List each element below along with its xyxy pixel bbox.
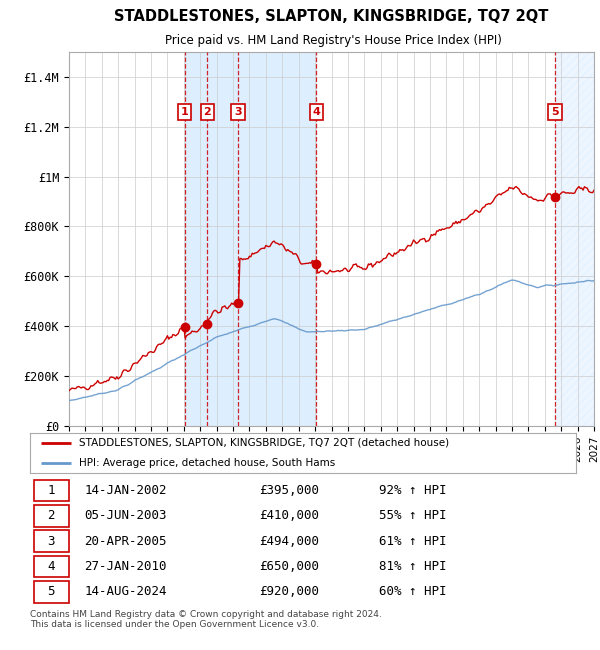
Bar — [185, 52, 316, 426]
FancyBboxPatch shape — [34, 480, 70, 501]
Text: 61% ↑ HPI: 61% ↑ HPI — [379, 534, 447, 547]
Text: 14-AUG-2024: 14-AUG-2024 — [85, 585, 167, 598]
Text: 20-APR-2005: 20-APR-2005 — [85, 534, 167, 547]
Text: 55% ↑ HPI: 55% ↑ HPI — [379, 510, 447, 523]
Text: 81% ↑ HPI: 81% ↑ HPI — [379, 560, 447, 573]
Bar — [555, 52, 600, 426]
Text: HPI: Average price, detached house, South Hams: HPI: Average price, detached house, Sout… — [79, 458, 335, 468]
Text: 05-JUN-2003: 05-JUN-2003 — [85, 510, 167, 523]
FancyBboxPatch shape — [34, 505, 70, 526]
FancyBboxPatch shape — [34, 556, 70, 577]
Text: 5: 5 — [47, 585, 55, 598]
Text: 1: 1 — [47, 484, 55, 497]
Text: £494,000: £494,000 — [259, 534, 319, 547]
Text: £920,000: £920,000 — [259, 585, 319, 598]
Text: 3: 3 — [234, 107, 242, 117]
Text: 3: 3 — [47, 534, 55, 547]
Text: £410,000: £410,000 — [259, 510, 319, 523]
FancyBboxPatch shape — [34, 581, 70, 603]
Text: 2: 2 — [203, 107, 211, 117]
Text: £395,000: £395,000 — [259, 484, 319, 497]
Text: 92% ↑ HPI: 92% ↑ HPI — [379, 484, 447, 497]
Text: Price paid vs. HM Land Registry's House Price Index (HPI): Price paid vs. HM Land Registry's House … — [164, 34, 502, 47]
Text: STADDLESTONES, SLAPTON, KINGSBRIDGE, TQ7 2QT (detached house): STADDLESTONES, SLAPTON, KINGSBRIDGE, TQ7… — [79, 438, 449, 448]
Text: 14-JAN-2002: 14-JAN-2002 — [85, 484, 167, 497]
Text: 5: 5 — [551, 107, 559, 117]
Text: £650,000: £650,000 — [259, 560, 319, 573]
Text: Contains HM Land Registry data © Crown copyright and database right 2024.
This d: Contains HM Land Registry data © Crown c… — [30, 610, 382, 629]
Text: 27-JAN-2010: 27-JAN-2010 — [85, 560, 167, 573]
Text: 2: 2 — [47, 510, 55, 523]
Text: 4: 4 — [313, 107, 320, 117]
Text: 60% ↑ HPI: 60% ↑ HPI — [379, 585, 447, 598]
FancyBboxPatch shape — [34, 530, 70, 552]
Text: 1: 1 — [181, 107, 188, 117]
Text: 4: 4 — [47, 560, 55, 573]
Title: STADDLESTONES, SLAPTON, KINGSBRIDGE, TQ7 2QT: STADDLESTONES, SLAPTON, KINGSBRIDGE, TQ7… — [115, 10, 548, 25]
